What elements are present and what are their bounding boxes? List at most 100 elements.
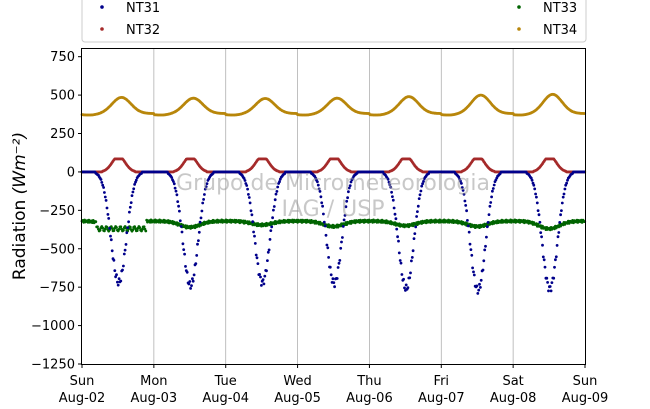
- data-point: [110, 227, 114, 230]
- data-point: [190, 284, 193, 287]
- data-point: [320, 201, 324, 205]
- x-axis: Sun Aug-02 Mon Aug-03 Tue Aug-04 Wed Aug-05 Thu A…: [59, 364, 608, 406]
- legend-label-nt34: NT34: [543, 23, 577, 38]
- data-point: [336, 266, 340, 269]
- data-point: [414, 225, 418, 229]
- data-point: [183, 252, 187, 256]
- data-point: [267, 248, 271, 252]
- x-tick-date: Aug-03: [131, 391, 178, 406]
- data-point: [108, 226, 111, 230]
- data-point: [124, 243, 128, 246]
- data-point: [485, 225, 489, 229]
- data-point: [116, 283, 120, 287]
- data-point: [338, 259, 342, 262]
- data-point: [387, 180, 391, 184]
- data-point: [469, 248, 473, 252]
- data-point: [463, 199, 467, 203]
- data-point: [408, 276, 412, 280]
- data-point: [114, 275, 117, 279]
- data-point: [529, 176, 533, 180]
- data-point: [117, 277, 121, 281]
- series-nt33: [80, 218, 587, 233]
- data-point: [182, 248, 186, 252]
- data-point: [112, 229, 116, 233]
- data-point: [131, 190, 135, 194]
- legend-label-nt31: NT31: [126, 1, 160, 16]
- data-point: [468, 242, 472, 246]
- data-point: [536, 209, 540, 213]
- data-point: [332, 281, 336, 284]
- data-point: [326, 246, 330, 250]
- data-point: [490, 195, 493, 199]
- data-point: [316, 183, 320, 187]
- data-point: [125, 231, 129, 235]
- data-point: [347, 186, 351, 190]
- y-tick-label: −1250: [31, 358, 75, 373]
- data-point: [560, 209, 563, 213]
- data-point: [262, 282, 266, 286]
- data-point: [541, 255, 545, 259]
- data-point: [420, 184, 424, 188]
- data-point: [546, 281, 549, 284]
- plot-frame: [81, 48, 586, 365]
- data-point: [565, 181, 568, 185]
- y-tick-label: −750: [39, 281, 75, 296]
- data-point: [272, 208, 275, 212]
- data-point: [128, 205, 132, 209]
- data-point: [250, 213, 254, 217]
- data-point: [172, 180, 175, 183]
- data-point: [416, 204, 420, 208]
- data-point: [196, 242, 199, 246]
- data-point: [172, 182, 176, 186]
- data-point: [318, 190, 322, 193]
- y-tick-label: 750: [50, 50, 75, 65]
- legend-marker-nt34: [517, 27, 521, 31]
- data-point: [400, 273, 404, 276]
- data-point: [335, 277, 339, 280]
- data-point: [410, 259, 413, 263]
- data-point: [333, 285, 336, 289]
- data-point: [176, 200, 180, 204]
- data-point: [457, 175, 461, 179]
- x-tick-date: Aug-04: [202, 391, 249, 406]
- data-point: [142, 225, 146, 229]
- watermark: Grupo de Micrometeorologia IAG / USP: [176, 171, 490, 222]
- data-point: [261, 278, 265, 281]
- data-point: [255, 256, 259, 260]
- y-axis: −1250 −1000 −750 −500 −250 0 250 500 750: [31, 50, 82, 373]
- data-point: [170, 176, 174, 179]
- data-point: [341, 236, 344, 239]
- x-tick-date: Aug-08: [490, 391, 537, 406]
- x-tick-day: Sat: [502, 374, 523, 389]
- data-point: [539, 231, 543, 235]
- watermark-line-2: IAG / USP: [282, 197, 385, 222]
- data-point: [465, 209, 468, 213]
- data-point: [399, 261, 403, 265]
- data-point: [251, 220, 255, 224]
- data-point: [541, 224, 544, 228]
- data-point: [466, 224, 470, 228]
- y-axis-label-text: Radiation: [10, 200, 30, 280]
- y-tick-label: 500: [50, 89, 75, 104]
- data-point: [243, 179, 247, 182]
- data-point: [201, 201, 205, 205]
- data-point: [543, 265, 547, 269]
- data-point: [548, 285, 552, 288]
- data-point: [317, 187, 321, 191]
- data-point: [535, 201, 539, 205]
- data-point: [348, 184, 352, 188]
- x-tick-day: Tue: [214, 374, 237, 389]
- series-nt31: [80, 170, 587, 295]
- data-point: [260, 284, 263, 287]
- data-point: [119, 225, 123, 229]
- x-tick-day: Fri: [434, 374, 450, 389]
- data-point: [105, 206, 109, 210]
- data-point: [412, 237, 416, 241]
- data-point: [110, 249, 114, 253]
- data-point: [106, 213, 110, 216]
- data-point: [189, 287, 193, 290]
- data-point: [103, 229, 106, 233]
- data-point: [109, 238, 113, 242]
- legend-marker-nt33: [517, 5, 521, 9]
